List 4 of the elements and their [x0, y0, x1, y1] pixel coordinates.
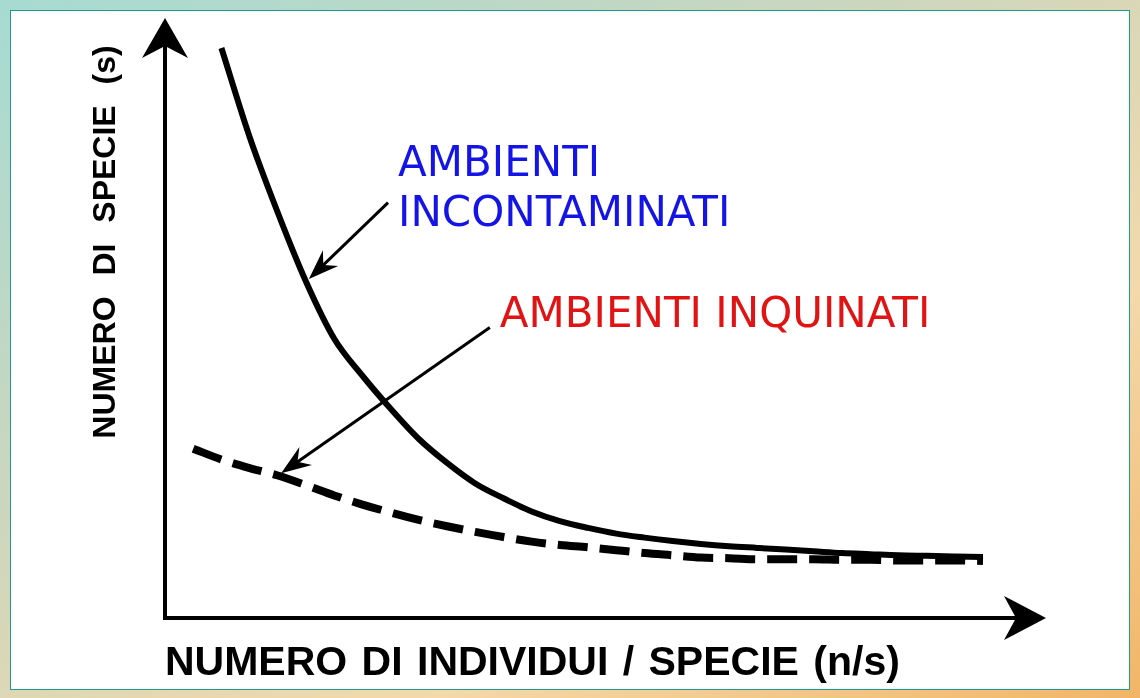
text: AMBIENTI INCONTAMINATI	[398, 136, 731, 236]
y-axis-title: NUMERO DI SPECIE (s)	[85, 45, 122, 439]
text: AMBIENTI INQUINATI	[499, 287, 931, 337]
x-axis-title: NUMERO DI INDIVIDUI / SPECIE (n/s)	[165, 638, 900, 684]
